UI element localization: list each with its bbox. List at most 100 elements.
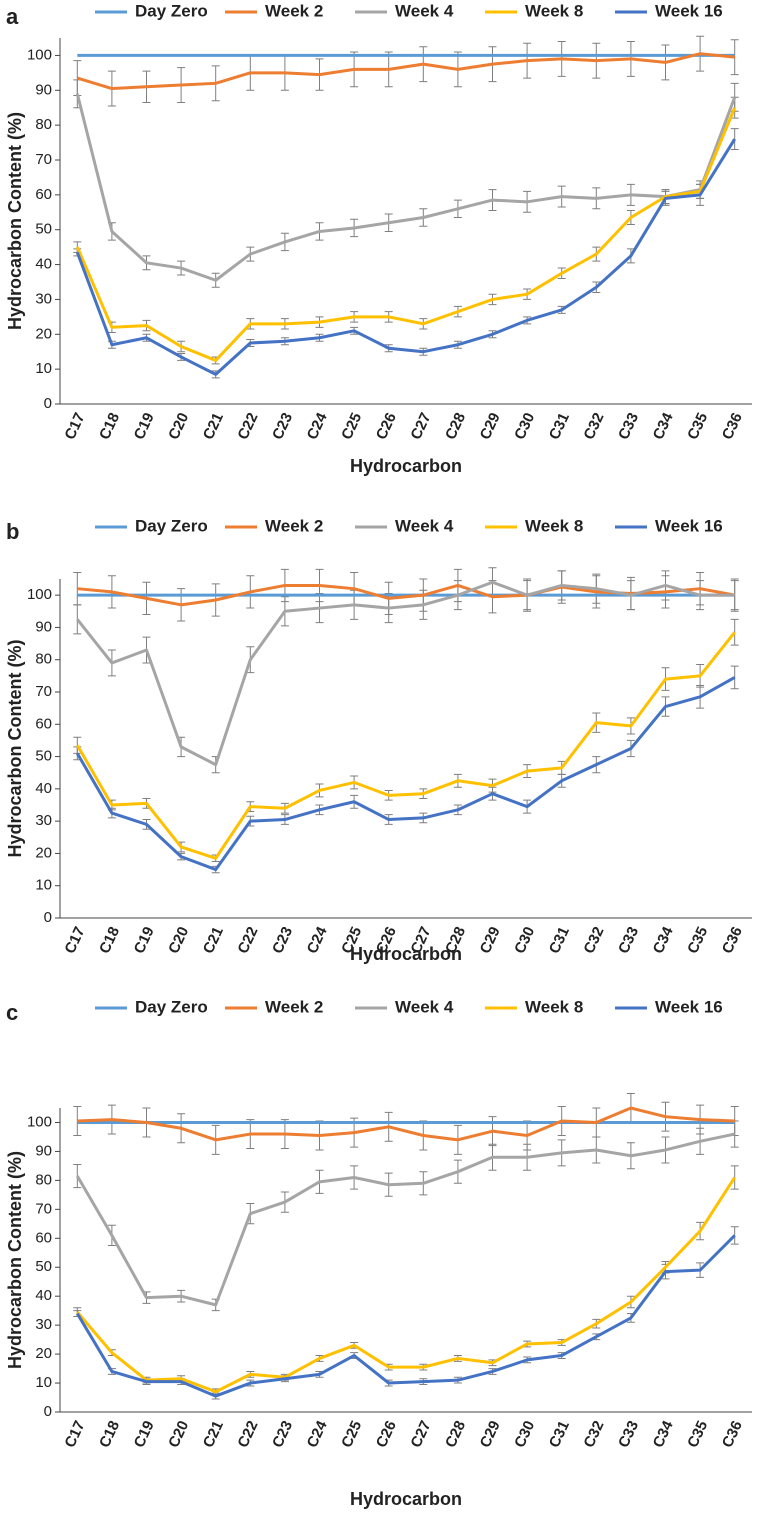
y-tick-label: 20	[35, 844, 52, 861]
x-tick-label: C20	[165, 1418, 192, 1450]
x-tick-label: C18	[96, 1418, 123, 1450]
legend-label: Week 2	[265, 516, 323, 535]
legend-label: Week 4	[395, 997, 454, 1016]
legend-label: Week 8	[525, 516, 583, 535]
legend-label: Week 8	[525, 997, 583, 1016]
x-tick-label: C24	[304, 1418, 331, 1451]
y-tick-label: 10	[35, 877, 52, 894]
legend-label: Week 16	[655, 997, 723, 1016]
x-tick-label: C23	[269, 1418, 296, 1450]
y-tick-label: 0	[44, 1403, 52, 1420]
y-axis-title: Hydrocarbon Content (%)	[5, 112, 25, 330]
x-tick-label: C35	[684, 924, 711, 956]
series-line	[76, 631, 736, 860]
x-tick-label: C19	[131, 1418, 158, 1450]
x-tick-label: C24	[304, 924, 331, 957]
y-tick-label: 90	[35, 1142, 52, 1159]
x-tick-label: C21	[200, 924, 227, 956]
legend-label: Day Zero	[135, 997, 208, 1016]
x-tick-label: C34	[650, 924, 677, 957]
x-tick-label: C35	[684, 1418, 711, 1450]
x-tick-label: C36	[719, 410, 746, 442]
error-bar	[730, 1226, 739, 1245]
x-tick-label: C29	[477, 410, 504, 442]
x-tick-label: C33	[615, 924, 642, 956]
x-tick-label: C25	[338, 1418, 365, 1450]
legend-label: Day Zero	[135, 516, 208, 535]
y-tick-label: 100	[27, 586, 52, 603]
y-tick-label: 90	[35, 618, 52, 635]
x-tick-label: C23	[269, 410, 296, 442]
series-line	[75, 138, 736, 376]
x-tick-label: C26	[373, 410, 400, 442]
y-tick-label: 70	[35, 151, 52, 168]
legend-label: Week 2	[265, 1, 323, 20]
x-tick-label: C17	[61, 1418, 88, 1450]
y-tick-label: 30	[35, 290, 52, 307]
legend-label: Week 2	[265, 997, 323, 1016]
x-tick-label: C25	[338, 410, 365, 442]
y-tick-label: 0	[44, 909, 52, 926]
x-tick-label: C33	[615, 1418, 642, 1450]
x-tick-label: C32	[580, 410, 607, 442]
y-tick-label: 40	[35, 780, 52, 797]
x-tick-label: C24	[304, 410, 331, 443]
series-line	[76, 676, 736, 872]
x-tick-label: C30	[511, 1418, 538, 1450]
x-axis-title: Hydrocarbon	[350, 944, 462, 964]
panel-letter: a	[6, 4, 19, 29]
series-line	[77, 1106, 735, 1142]
y-tick-label: 80	[35, 1171, 52, 1188]
x-tick-label: C19	[131, 924, 158, 956]
x-axis-title: Hydrocarbon	[350, 1489, 462, 1509]
x-axis-title: Hydrocarbon	[350, 456, 462, 476]
y-tick-label: 50	[35, 748, 52, 765]
y-tick-label: 20	[35, 325, 52, 342]
y-tick-label: 80	[35, 116, 52, 133]
y-tick-label: 60	[35, 186, 52, 203]
legend-label: Week 4	[395, 1, 454, 20]
x-tick-label: C18	[96, 924, 123, 956]
y-tick-label: 30	[35, 1316, 52, 1333]
x-tick-label: C36	[719, 924, 746, 956]
x-tick-label: C18	[96, 410, 123, 442]
x-tick-label: C32	[580, 1418, 607, 1450]
x-tick-label: C36	[719, 1418, 746, 1450]
error-bar	[730, 1165, 739, 1190]
series-line	[76, 580, 735, 767]
x-tick-label: C23	[269, 924, 296, 956]
y-tick-label: 80	[35, 651, 52, 668]
x-tick-label: C19	[131, 410, 158, 442]
x-tick-label: C17	[61, 924, 88, 956]
y-tick-label: 100	[27, 46, 52, 63]
legend-label: Week 8	[525, 1, 583, 20]
series-line	[76, 52, 735, 91]
x-tick-label: C17	[61, 410, 88, 442]
y-tick-label: 10	[35, 360, 52, 377]
x-tick-label: C29	[477, 1418, 504, 1450]
error-bar	[730, 665, 739, 690]
series-line	[75, 107, 737, 362]
x-tick-label: C22	[234, 1418, 261, 1450]
panel-letter: c	[6, 1000, 18, 1025]
series-line	[76, 1234, 736, 1398]
y-tick-label: 0	[44, 395, 52, 412]
y-tick-label: 70	[35, 1200, 52, 1217]
x-tick-label: C30	[511, 924, 538, 956]
y-axis-title: Hydrocarbon Content (%)	[5, 639, 25, 857]
x-tick-label: C27	[407, 410, 434, 442]
x-tick-label: C29	[477, 924, 504, 956]
y-tick-label: 50	[35, 1258, 52, 1275]
y-tick-label: 70	[35, 683, 52, 700]
x-tick-label: C28	[442, 410, 469, 442]
y-tick-label: 60	[35, 1229, 52, 1246]
series-line	[76, 1176, 736, 1394]
x-tick-label: C32	[580, 924, 607, 956]
x-tick-label: C26	[373, 1418, 400, 1450]
x-tick-label: C27	[407, 1418, 434, 1450]
y-tick-label: 30	[35, 812, 52, 829]
y-tick-label: 40	[35, 256, 52, 273]
x-tick-label: C21	[200, 1418, 227, 1450]
